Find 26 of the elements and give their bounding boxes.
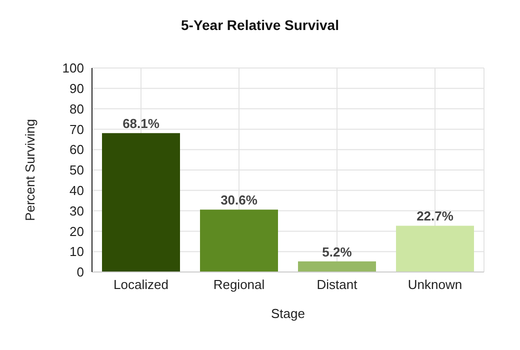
y-axis-title: Percent Surviving [22,119,38,221]
data-label: 30.6% [220,192,258,208]
data-label: 68.1% [122,116,160,132]
y-tick-label: 80 [70,101,84,116]
bar [396,226,474,272]
data-label: 5.2% [322,244,352,260]
bar [298,261,376,272]
chart-title: 5-Year Relative Survival [180,17,340,33]
y-tick-label: 10 [70,244,84,260]
y-tick-label: 60 [70,142,84,158]
x-tick-label: Distant [316,277,358,292]
x-axis-title: Stage [271,306,305,321]
y-tick-label: 30 [70,203,84,218]
x-tick-label: Localized [114,277,168,292]
y-tick-label: 90 [70,81,84,96]
y-tick-label: 20 [70,224,84,239]
y-tick-label: 50 [70,162,84,178]
y-tick-label: 100 [62,60,84,76]
bar [102,133,180,272]
bar [200,210,278,272]
y-tick-label: 0 [76,264,84,280]
x-tick-label: Unknown [408,277,462,292]
y-tick-label: 40 [70,183,84,198]
y-tick-label: 70 [70,122,84,137]
data-label: 22.7% [416,208,454,224]
x-tick-label: Regional [213,277,265,292]
